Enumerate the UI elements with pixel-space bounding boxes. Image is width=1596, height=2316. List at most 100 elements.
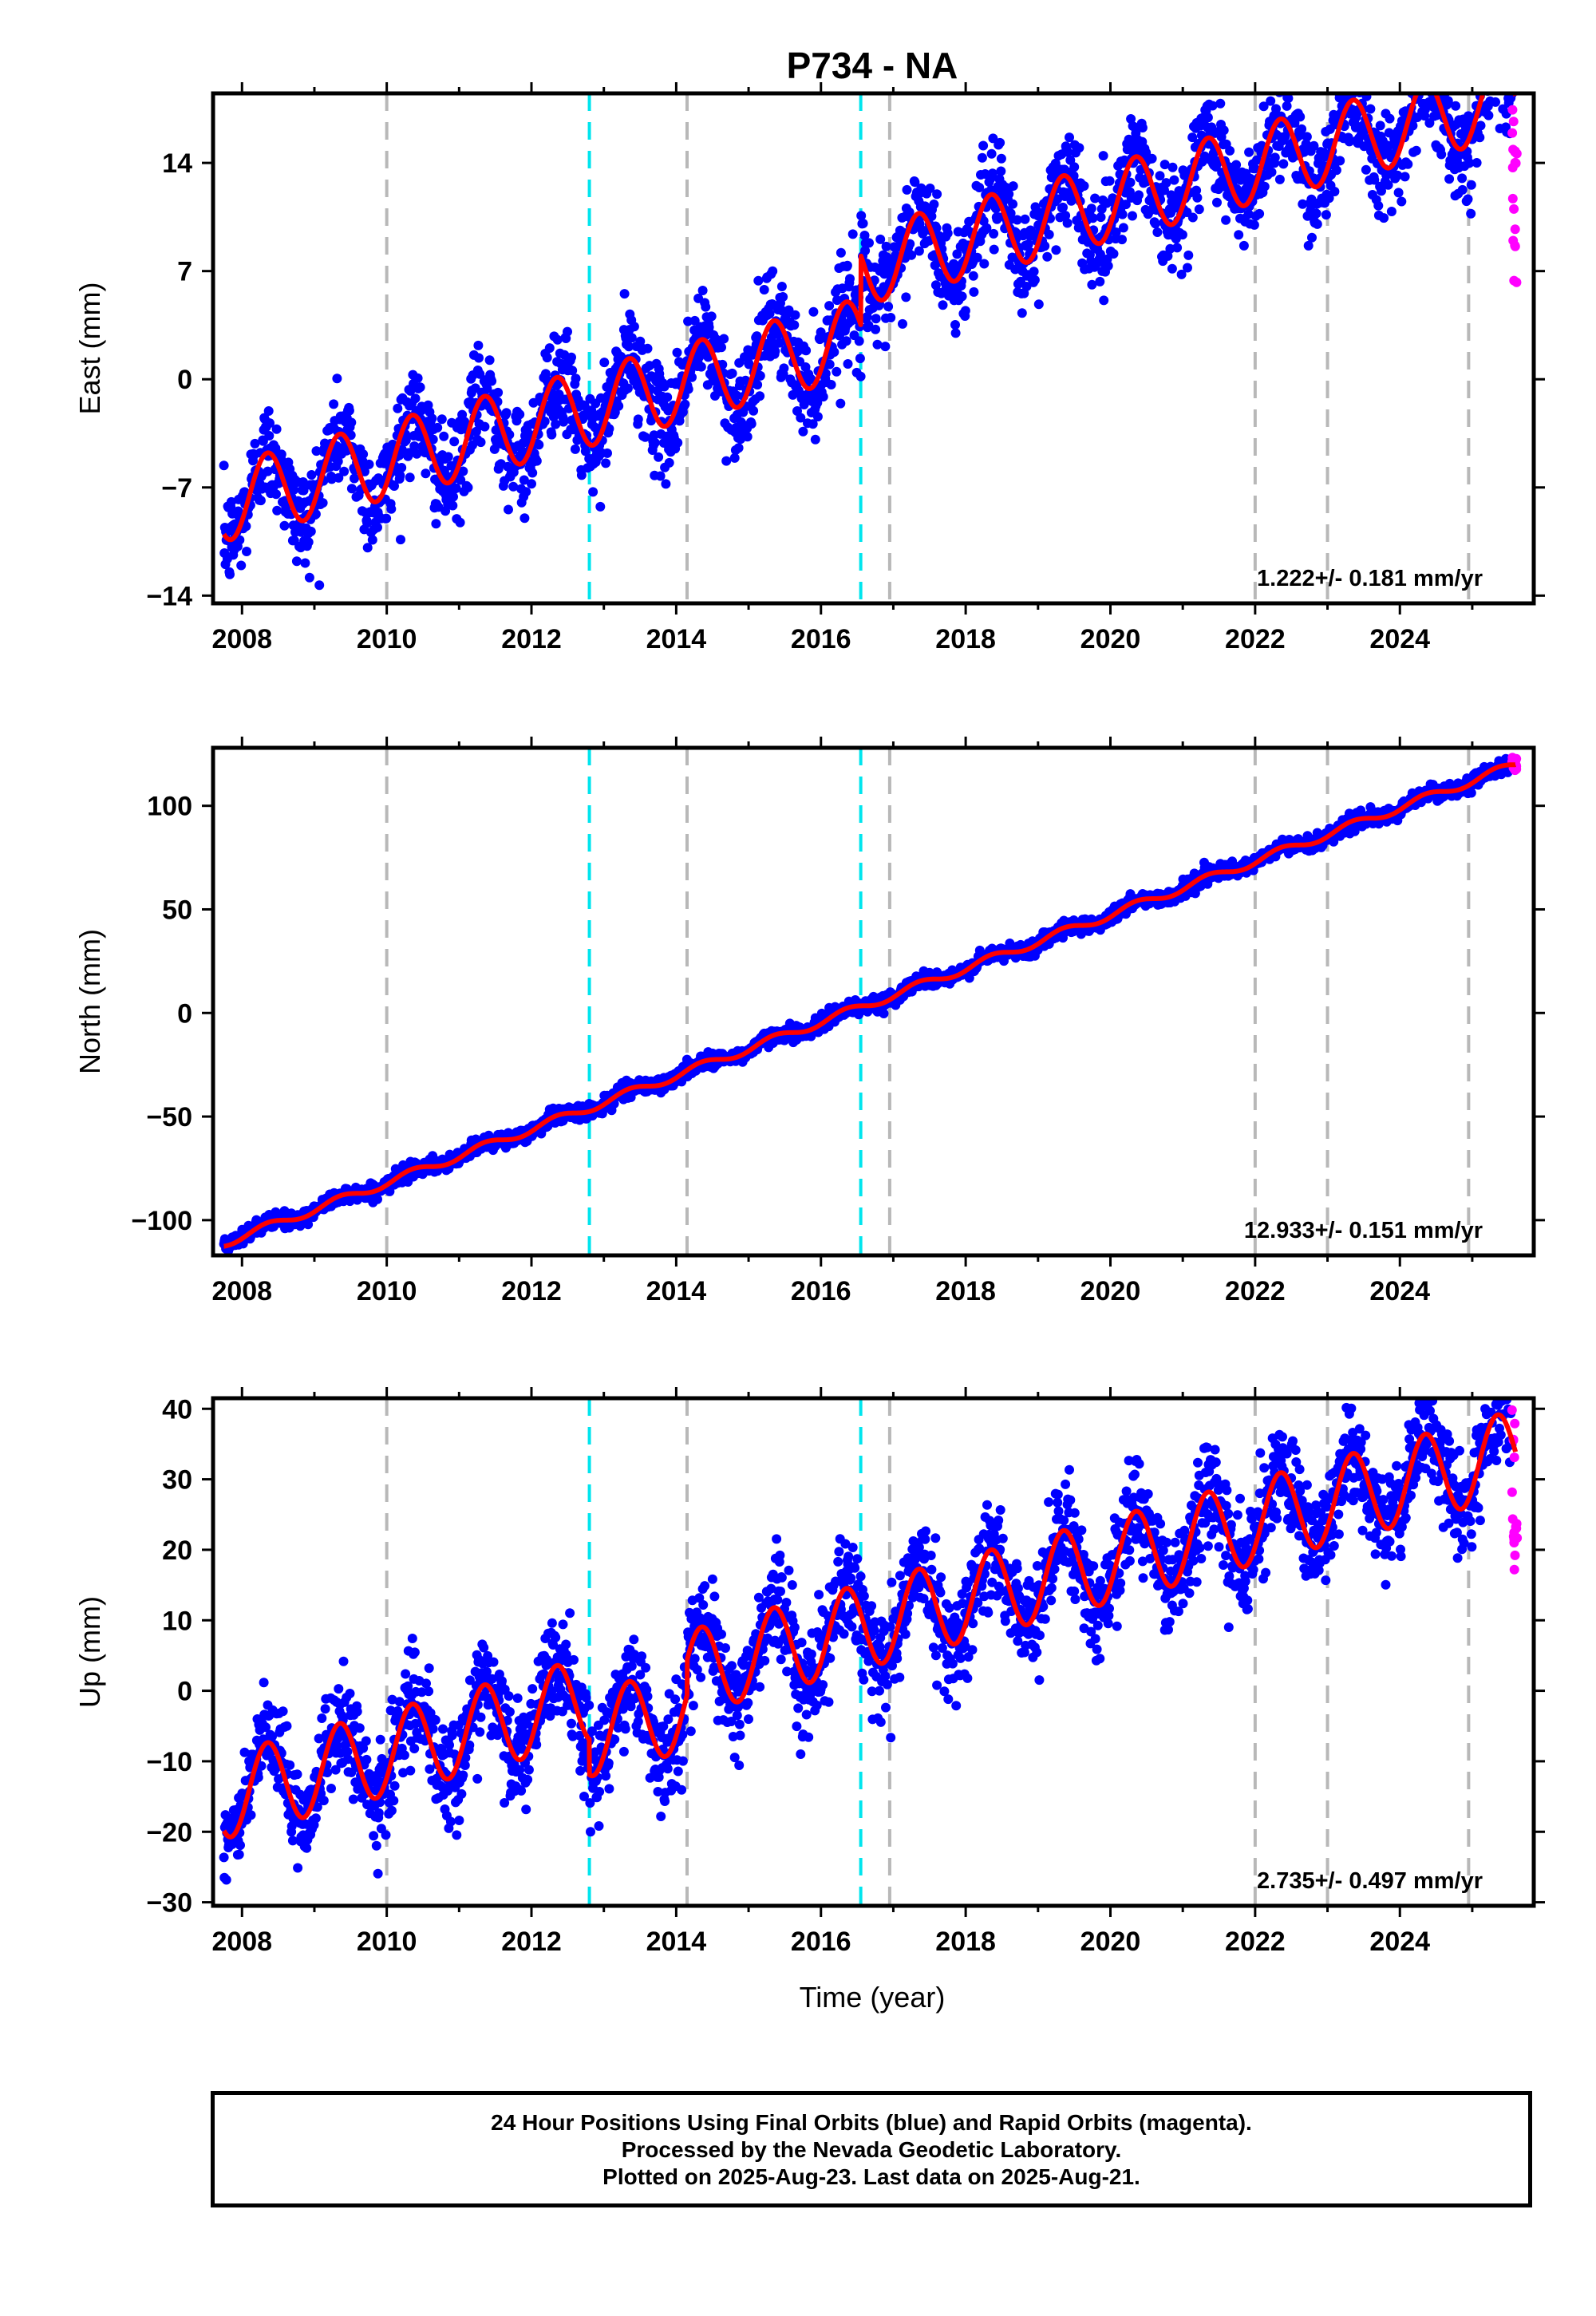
final-orbit-point <box>1479 61 1488 71</box>
final-orbit-point <box>938 300 948 310</box>
final-orbit-point <box>428 434 438 445</box>
final-orbit-point <box>235 535 245 545</box>
final-orbit-point <box>373 522 382 532</box>
final-orbit-point <box>1331 165 1341 176</box>
final-orbit-point <box>570 444 580 454</box>
final-orbit-point <box>696 362 706 372</box>
final-orbit-point <box>344 405 354 416</box>
x-tick-label: 2018 <box>935 624 996 654</box>
final-orbit-point <box>1137 123 1148 132</box>
final-orbit-point <box>362 543 373 553</box>
final-orbit-point <box>1023 239 1033 249</box>
final-orbit-point <box>1472 158 1482 168</box>
final-orbit-point <box>1302 132 1312 142</box>
final-orbit-point <box>996 166 1006 176</box>
final-orbit-point <box>755 370 765 381</box>
final-orbit-point <box>1480 79 1490 89</box>
final-orbit-point <box>842 260 852 271</box>
final-orbit-point <box>1231 160 1242 170</box>
final-orbit-point <box>1167 162 1178 172</box>
x-tick-label: 2008 <box>211 624 272 654</box>
final-orbit-point <box>358 449 369 460</box>
final-orbit-point <box>329 399 339 409</box>
rapid-orbit-point <box>1507 193 1518 204</box>
final-orbit-point <box>519 513 530 524</box>
final-orbit-point <box>1500 67 1510 77</box>
final-orbit-point <box>1494 45 1503 54</box>
final-orbit-point <box>1409 66 1419 76</box>
final-orbit-point <box>978 140 989 151</box>
final-orbit-point <box>812 412 823 422</box>
final-orbit-point <box>1192 192 1203 203</box>
final-orbit-point <box>1356 61 1365 71</box>
final-orbit-point <box>778 292 788 302</box>
final-orbit-point <box>755 391 765 401</box>
final-orbit-point <box>1393 188 1404 198</box>
final-orbit-point <box>779 363 789 373</box>
final-orbit-point <box>986 148 997 159</box>
final-orbit-point <box>413 373 423 383</box>
final-orbit-point <box>588 487 598 497</box>
final-orbit-point <box>1499 24 1508 34</box>
final-orbit-point <box>439 431 449 441</box>
final-orbit-point <box>1044 229 1054 239</box>
final-orbit-point <box>1491 46 1501 56</box>
final-orbit-point <box>559 417 569 427</box>
final-orbit-point <box>1099 295 1109 306</box>
final-orbit-point <box>1278 159 1289 169</box>
final-orbit-point <box>1490 79 1499 89</box>
final-orbit-point <box>1274 174 1285 184</box>
final-orbit-point <box>1029 275 1040 285</box>
final-orbit-point <box>871 314 881 324</box>
final-orbit-point <box>1219 125 1229 136</box>
final-orbit-point <box>950 320 960 330</box>
final-orbit-point <box>1411 145 1421 156</box>
final-orbit-point <box>1356 77 1365 86</box>
final-orbit-point <box>396 535 405 545</box>
final-orbit-point <box>386 504 397 514</box>
final-orbit-point <box>654 452 664 462</box>
final-orbit-point <box>1403 159 1413 169</box>
final-orbit-point <box>1152 227 1163 237</box>
final-orbit-point <box>619 289 630 299</box>
rapid-orbit-point <box>1510 224 1520 235</box>
final-orbit-point <box>300 558 310 568</box>
final-orbit-point <box>1503 48 1513 57</box>
final-orbit-point <box>1412 80 1421 89</box>
final-orbit-point <box>601 458 611 468</box>
final-orbit-point <box>880 342 891 352</box>
final-orbit-point <box>960 306 970 316</box>
final-orbit-point <box>1444 174 1455 184</box>
final-orbit-point <box>841 336 851 346</box>
final-orbit-point <box>1221 215 1231 225</box>
final-orbit-point <box>225 569 235 579</box>
final-orbit-point <box>1475 132 1485 143</box>
final-orbit-point <box>271 424 282 434</box>
final-orbit-point <box>455 517 465 528</box>
final-orbit-point <box>463 482 473 492</box>
final-orbit-point <box>405 472 415 483</box>
final-orbit-point <box>421 468 431 479</box>
final-orbit-point <box>595 501 606 512</box>
final-orbit-point <box>1422 56 1432 65</box>
final-orbit-point <box>661 479 671 489</box>
final-orbit-point <box>753 275 764 286</box>
final-orbit-point <box>263 466 273 476</box>
final-orbit-point <box>1426 39 1436 49</box>
final-orbit-point <box>1259 181 1270 192</box>
final-orbit-point <box>1029 267 1039 277</box>
final-orbit-point <box>1497 45 1507 54</box>
final-orbit-point <box>727 368 737 378</box>
final-orbit-point <box>1436 149 1447 160</box>
final-orbit-point <box>942 228 953 239</box>
final-orbit-point <box>272 505 282 516</box>
final-orbit-point <box>929 200 939 209</box>
final-orbit-point <box>487 376 497 386</box>
final-orbit-point <box>717 342 726 353</box>
final-orbit-point <box>332 373 342 384</box>
final-orbit-point <box>1415 81 1424 91</box>
final-orbit-point <box>1496 69 1506 79</box>
final-orbit-point <box>1033 299 1044 310</box>
final-orbit-point <box>1503 46 1512 56</box>
final-orbit-point <box>1312 219 1322 229</box>
